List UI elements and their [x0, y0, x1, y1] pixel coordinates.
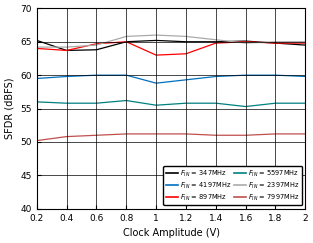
- Y-axis label: SFDR (dBFS): SFDR (dBFS): [5, 78, 15, 139]
- X-axis label: Clock Amplitude (V): Clock Amplitude (V): [123, 228, 219, 238]
- Legend: $F_{IN}$ = 347MHz, $F_{IN}$ = 4197MHz, $F_{IN}$ = 897MHz, $F_{IN}$ = 5597MHz, $F: $F_{IN}$ = 347MHz, $F_{IN}$ = 4197MHz, $…: [163, 166, 302, 205]
